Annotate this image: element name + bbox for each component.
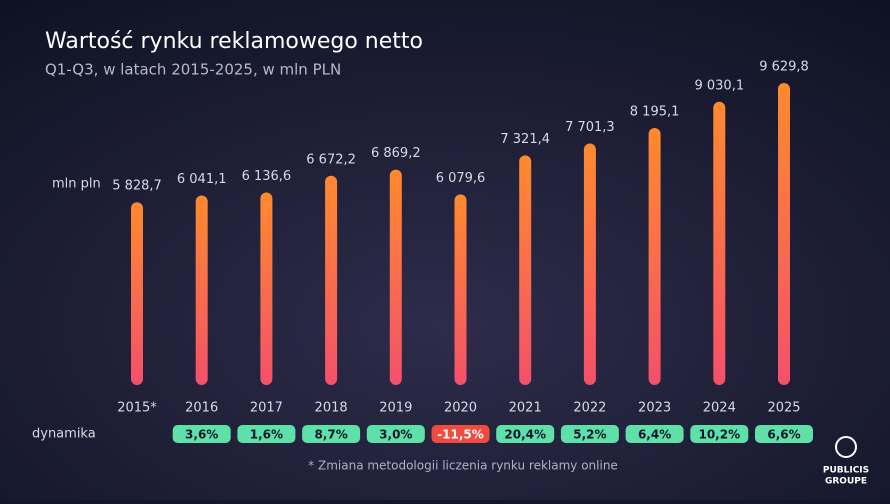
value-label: 9 030,1 <box>694 78 744 93</box>
value-label: 7 321,4 <box>500 132 550 147</box>
growth-value: 8,7% <box>314 428 347 442</box>
x-tick-label: 2024 <box>703 401 736 416</box>
growth-value: 20,4% <box>504 428 546 442</box>
growth-value: 3,6% <box>185 428 218 442</box>
value-label: 8 195,1 <box>630 104 680 119</box>
bar <box>713 101 726 385</box>
value-label: 6 672,2 <box>306 152 356 167</box>
growth-badge <box>431 425 490 443</box>
x-tick-label: 2025 <box>767 401 800 416</box>
growth-value: 6,4% <box>638 428 671 442</box>
x-tick-label: 2015* <box>117 401 157 416</box>
bar <box>583 143 596 385</box>
bar <box>648 127 661 386</box>
x-tick-label: 2019 <box>379 401 412 416</box>
bar <box>195 195 208 385</box>
bar <box>325 175 338 385</box>
growth-value: 1,6% <box>250 428 283 442</box>
growth-badge <box>366 425 425 443</box>
chart-title: Wartość rynku reklamowego netto <box>45 29 423 54</box>
x-tick-label: 2021 <box>509 401 542 416</box>
growth-value: 10,2% <box>698 428 740 442</box>
x-tick-label: 2018 <box>315 401 348 416</box>
x-tick-label: 2016 <box>185 401 218 416</box>
value-label: 9 629,8 <box>759 60 809 75</box>
growth-value: 5,2% <box>573 428 606 442</box>
bar <box>454 194 467 385</box>
growth-badge <box>625 425 684 443</box>
footnote: * Zmiana metodologii liczenia rynku rekl… <box>308 459 618 473</box>
growth-label: dynamika <box>32 427 96 442</box>
growth-badge <box>690 425 749 443</box>
growth-badge <box>237 425 296 443</box>
value-label: 7 701,3 <box>565 120 615 135</box>
logo-icon <box>835 436 857 458</box>
growth-badge <box>755 425 813 443</box>
growth-badge <box>496 425 555 443</box>
bar <box>519 155 532 385</box>
value-label: 5 828,7 <box>112 179 162 194</box>
bar <box>389 169 402 385</box>
growth-value: 6,6% <box>767 428 800 442</box>
x-tick-label: 2022 <box>573 401 606 416</box>
growth-badge <box>172 425 231 443</box>
x-tick-label: 2023 <box>638 401 671 416</box>
bar <box>260 192 273 385</box>
bar <box>778 83 790 385</box>
value-label: 6 079,6 <box>436 171 486 186</box>
growth-badge <box>302 425 361 443</box>
x-tick-label: 2020 <box>444 401 477 416</box>
value-label: 6 869,2 <box>371 146 421 161</box>
value-label: 6 136,6 <box>242 169 292 184</box>
growth-badge <box>560 425 619 443</box>
unit-label: mln pln <box>52 177 101 192</box>
chart-subtitle: Q1-Q3, w latach 2015-2025, w mln PLN <box>45 61 341 79</box>
x-tick-label: 2017 <box>250 401 283 416</box>
logo-text: PUBLICIS <box>823 466 869 476</box>
value-label: 6 041,1 <box>177 172 227 187</box>
bar <box>131 202 143 385</box>
logo-text: GROUPE <box>825 477 867 487</box>
growth-value: -11,5% <box>437 428 484 442</box>
growth-value: 3,0% <box>379 428 412 442</box>
